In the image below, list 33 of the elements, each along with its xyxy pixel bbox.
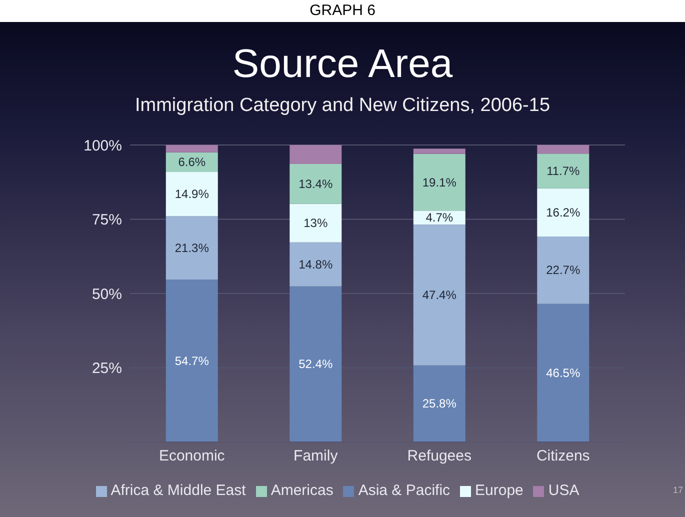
- data-label: 54.7%: [174, 354, 210, 368]
- data-label: 13.4%: [298, 176, 333, 191]
- legend-label: USA: [548, 482, 580, 499]
- y-tick-label: 25%: [92, 360, 122, 378]
- data-label: 47.4%: [422, 288, 457, 302]
- data-label: 11.7%: [546, 164, 580, 178]
- legend-label: Americas: [270, 482, 334, 499]
- data-label: 21.3%: [174, 240, 210, 255]
- data-label: 25.8%: [422, 396, 457, 411]
- x-tick-label: Citizens: [536, 448, 590, 465]
- data-label: 46.5%: [546, 366, 580, 380]
- data-label: 4.7%: [426, 210, 454, 225]
- chart-subtitle: Immigration Category and New Citizens, 2006-15: [134, 95, 552, 117]
- legend-label: Asia & Pacific: [358, 482, 450, 499]
- y-tick-label: 50%: [92, 286, 122, 303]
- x-tick-label: Family: [294, 448, 338, 465]
- y-tick-label: 75%: [92, 212, 122, 229]
- y-tick-label: 100%: [84, 137, 122, 154]
- data-label: 16.2%: [546, 205, 580, 220]
- data-label: 6.6%: [178, 155, 206, 170]
- data-label: 19.1%: [422, 175, 457, 190]
- data-label: 22.7%: [546, 263, 580, 278]
- x-tick-label: Economic: [158, 448, 226, 465]
- chart-title: Source Area: [231, 42, 454, 87]
- data-label: 13%: [304, 216, 328, 230]
- text: 17: [672, 485, 683, 495]
- caption: GRAPH 6: [0, 2, 685, 19]
- data-label: 52.4%: [298, 357, 333, 372]
- legend-label: Africa & Middle East: [110, 482, 246, 499]
- x-tick-label: Refugees: [407, 448, 472, 465]
- data-label: 14.9%: [174, 187, 210, 202]
- data-label: 14.8%: [298, 257, 333, 272]
- legend-label: Europe: [475, 482, 524, 499]
